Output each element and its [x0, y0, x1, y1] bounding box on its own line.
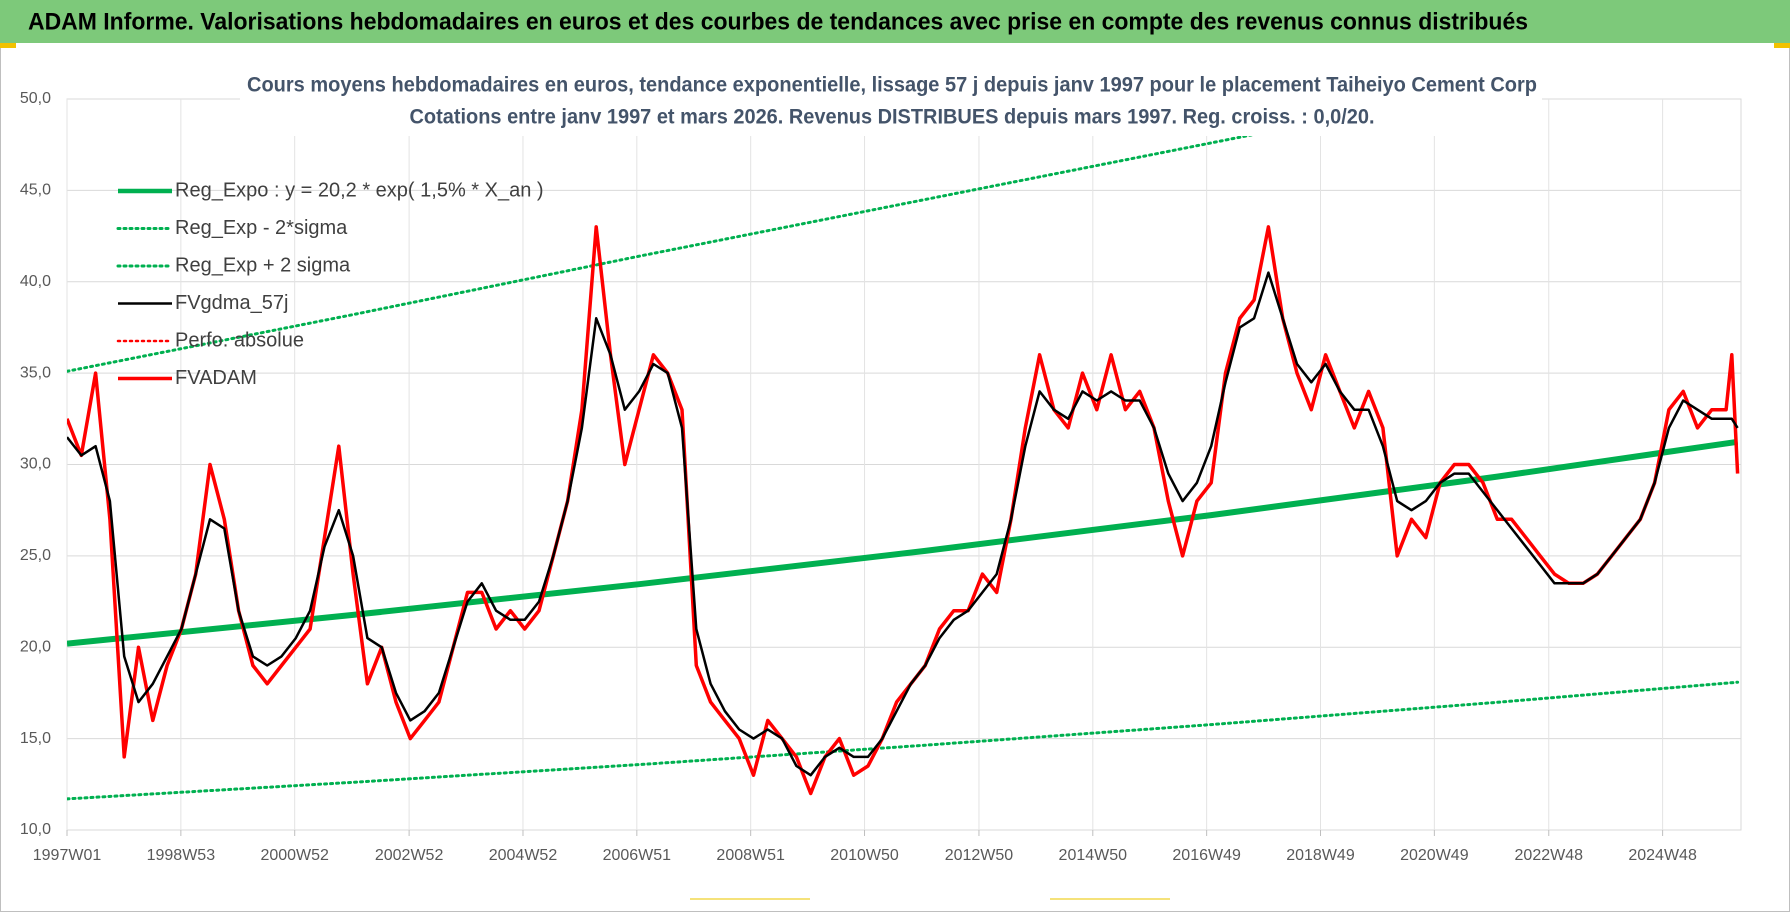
y-tick-label: 15,0: [20, 730, 51, 747]
header-bar: [0, 0, 1790, 43]
legend-label: FVgdma_57j: [175, 292, 288, 314]
x-tick-label: 2012W50: [945, 847, 1014, 864]
series-line: [67, 680, 1740, 801]
x-tick-label: 2016W49: [1172, 847, 1241, 864]
y-tick-label: 30,0: [20, 456, 51, 473]
x-tick-label: 2004W52: [489, 847, 558, 864]
x-tick-label: 2000W52: [260, 847, 329, 864]
deco-mark: [1050, 898, 1170, 900]
y-tick-label: 25,0: [20, 547, 51, 564]
title-box: [240, 66, 1542, 136]
y-tick-label: 45,0: [20, 182, 51, 199]
chart-subtitle: Cotations entre janv 1997 et mars 2026. …: [410, 106, 1375, 129]
legend-label: Reg_Exp - 2*sigma: [175, 217, 348, 239]
y-tick-label: 10,0: [20, 821, 51, 838]
series-line: [67, 438, 1739, 647]
x-tick-label: 2006W51: [603, 847, 672, 864]
corner-mark: [0, 43, 16, 48]
x-tick-label: 2024W48: [1628, 847, 1697, 864]
legend-label: FVADAM: [175, 367, 257, 389]
x-tick-label: 2018W49: [1286, 847, 1355, 864]
header-title: ADAM Informe. Valorisations hebdomadaire…: [28, 8, 1528, 35]
chart-title: Cours moyens hebdomadaires en euros, ten…: [247, 74, 1537, 97]
y-tick-label: 20,0: [20, 638, 51, 655]
legend-label: Reg_Expo : y = 20,2 * exp( 1,5% * X_an ): [175, 179, 544, 201]
deco-mark: [690, 898, 810, 900]
series-line: [67, 271, 1739, 777]
x-tick-label: 2014W50: [1059, 847, 1128, 864]
series-line: [67, 99, 1441, 373]
legend-label: Reg_Exp + 2 sigma: [175, 254, 351, 276]
x-tick-label: 2002W52: [375, 847, 444, 864]
x-tick-label: 2010W50: [830, 847, 899, 864]
x-tick-label: 2022W48: [1515, 847, 1584, 864]
x-tick-label: 1997W01: [33, 847, 102, 864]
legend-label: Perfo. absolue: [175, 329, 304, 351]
x-tick-label: 2020W49: [1400, 847, 1469, 864]
x-tick-label: 1998W53: [147, 847, 216, 864]
x-tick-label: 2008W51: [716, 847, 785, 864]
corner-mark: [1774, 43, 1790, 48]
y-tick-label: 40,0: [20, 273, 51, 290]
y-tick-label: 35,0: [20, 364, 51, 381]
y-tick-label: 50,0: [20, 90, 51, 107]
